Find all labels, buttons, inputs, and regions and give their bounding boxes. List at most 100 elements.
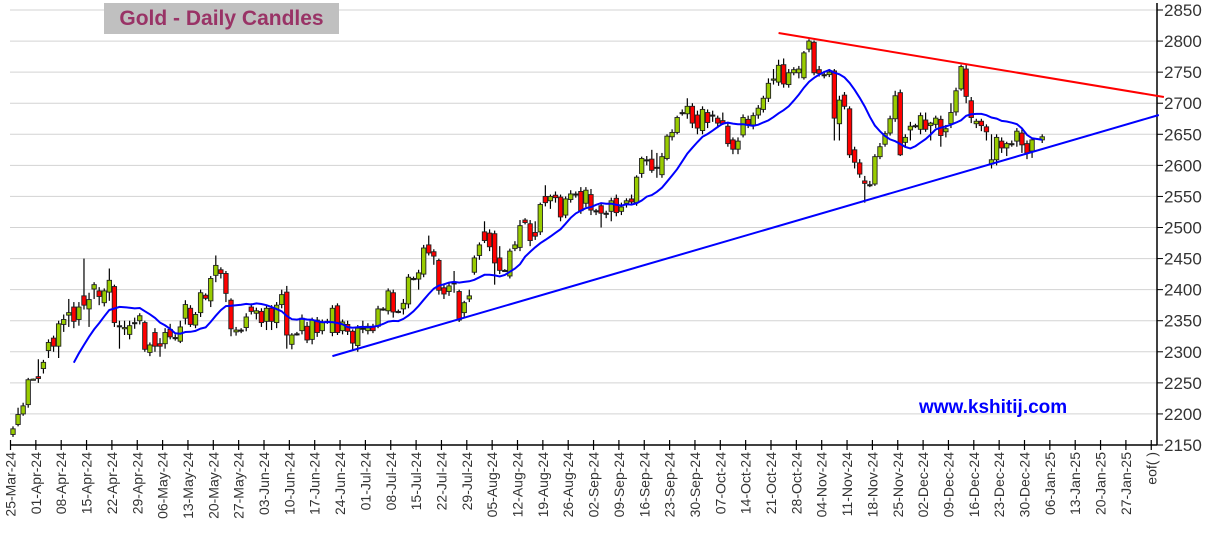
candle-body-up	[375, 308, 381, 327]
candle	[846, 106, 853, 158]
candle-body-up	[40, 361, 47, 370]
y-tick-label: 2600	[1164, 156, 1202, 175]
candle-body-up	[755, 107, 761, 116]
candle-body-down	[334, 305, 341, 333]
resistance-trendline	[778, 32, 1165, 98]
candle-body-up	[562, 198, 569, 216]
candle	[162, 328, 168, 349]
candle	[35, 359, 42, 383]
candle	[121, 320, 128, 336]
candle	[279, 289, 285, 309]
candle	[993, 134, 1000, 166]
candle-body-up	[101, 290, 107, 304]
candle-body-down	[841, 94, 848, 107]
candle-body-down	[715, 117, 721, 124]
candle-body-up	[61, 319, 67, 325]
candle-body-down	[557, 196, 564, 218]
candle-body-down	[71, 306, 77, 322]
candle	[152, 328, 158, 352]
candle-body-up	[943, 128, 949, 133]
candle-body-up	[796, 68, 802, 74]
x-tick-label: 05-Aug-24	[484, 452, 500, 518]
candle-body-up	[821, 74, 827, 77]
x-tick-label: 25-Mar-24	[3, 452, 19, 517]
candle-body-down	[223, 273, 229, 294]
candle	[933, 115, 939, 129]
candle-body-up	[791, 69, 797, 74]
candle-body-up	[801, 52, 807, 79]
candle	[872, 154, 878, 186]
candle	[628, 194, 635, 204]
x-tick-label: 22-Jul-24	[433, 452, 449, 511]
candle-body-down	[228, 299, 234, 330]
x-tick-label: 02-Sep-24	[586, 452, 602, 518]
candle	[892, 90, 898, 122]
x-tick-label: 01-Jul-24	[357, 452, 373, 511]
candle-body-up	[775, 64, 782, 83]
candle-body-up	[45, 342, 52, 351]
candle-body-up	[1039, 136, 1045, 141]
candle	[55, 320, 62, 358]
candle-body-down	[527, 223, 533, 241]
candle	[91, 282, 97, 299]
candle	[593, 208, 599, 216]
candle	[268, 305, 275, 331]
candle	[836, 95, 843, 141]
candle-body-up	[912, 125, 919, 128]
candle-body-up	[197, 292, 204, 314]
x-tick-label: eof( )	[1143, 452, 1159, 485]
candle-body-up	[243, 316, 249, 329]
candle-body-up	[664, 135, 670, 159]
candle	[1029, 137, 1035, 158]
candle	[415, 269, 422, 290]
candle	[684, 98, 690, 119]
candle	[999, 137, 1005, 153]
candle	[106, 268, 112, 301]
x-tick-label: 21-Oct-24	[763, 452, 779, 514]
candle	[786, 69, 792, 88]
candle	[461, 300, 467, 318]
candle-body-down	[689, 105, 696, 124]
candle	[218, 267, 224, 279]
candle	[339, 319, 346, 335]
candle	[436, 258, 442, 295]
candle-body-down	[922, 119, 929, 130]
y-tick-label: 2750	[1164, 63, 1202, 82]
candle-body-down	[780, 64, 787, 85]
candle-body-down	[831, 70, 837, 119]
candle-body-up	[608, 200, 614, 212]
candle	[760, 95, 767, 113]
candle-body-up	[1004, 143, 1010, 149]
candle-body-up	[953, 90, 959, 113]
candle-body-up	[273, 304, 280, 324]
x-tick-label: 26-Aug-24	[560, 452, 576, 518]
x-tick-label: 01-Apr-24	[28, 452, 44, 514]
candle	[532, 221, 538, 240]
x-tick-label: 15-Jul-24	[408, 452, 424, 511]
candle	[775, 59, 782, 86]
x-tick-label: 18-Nov-24	[864, 452, 880, 518]
candle-body-down	[897, 92, 903, 156]
candle	[841, 92, 848, 110]
candle	[755, 105, 761, 119]
candle	[50, 335, 57, 352]
candle	[1004, 141, 1010, 157]
candle	[258, 308, 265, 327]
candle-body-up	[66, 312, 72, 316]
candle	[608, 197, 614, 222]
candle-body-up	[446, 285, 452, 292]
candle	[887, 115, 893, 136]
candle	[796, 65, 802, 79]
candle-body-up	[740, 117, 746, 136]
candle	[557, 194, 564, 222]
candle	[111, 284, 118, 327]
candle	[583, 187, 589, 207]
candle	[547, 194, 554, 209]
candle-body-up	[684, 105, 690, 115]
candle-body-down	[304, 325, 310, 341]
candle-body-up	[410, 278, 417, 281]
candle-body-down	[497, 257, 503, 271]
candle	[61, 314, 67, 332]
x-tick-label: 14-Oct-24	[738, 452, 754, 514]
